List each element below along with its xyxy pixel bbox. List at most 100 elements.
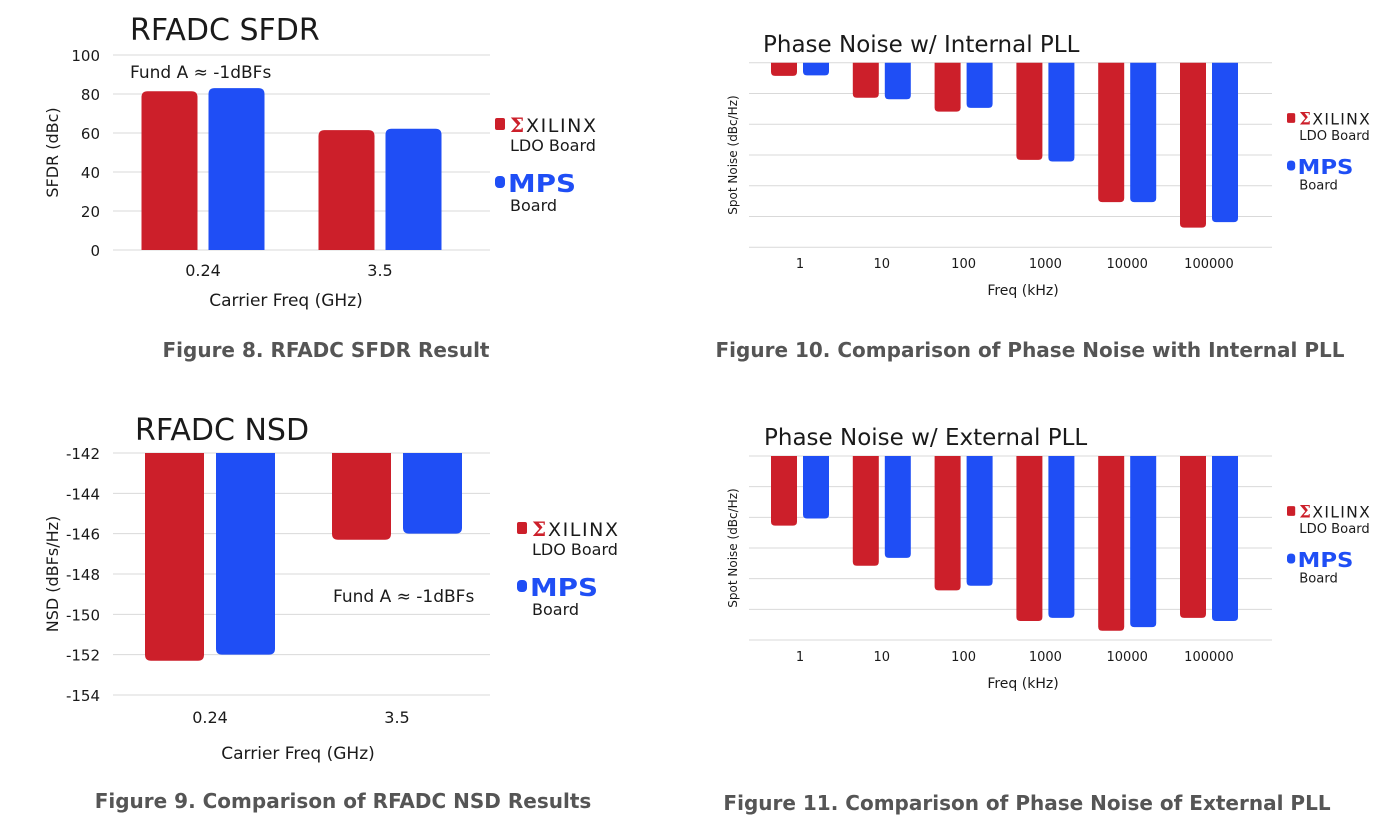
bar-xilinx-100000 — [1180, 456, 1206, 618]
y-axis-label: Spot Noise (dBc/Hz) — [726, 488, 740, 607]
bar-mps-10000 — [1130, 456, 1157, 628]
x-tick-label: 100000 — [1184, 650, 1234, 665]
chart-nsd: -142 -144 -146 -148 -150 -152 -154 0.24 3.5 RFADC… — [43, 413, 618, 813]
xilinx-logo-text: XILINX — [548, 519, 618, 541]
x-tick-label: 1000 — [1029, 650, 1062, 665]
bar-mps-0.24 — [208, 88, 265, 251]
y-tick-label: 0 — [90, 242, 100, 260]
bar-mps-1 — [803, 456, 829, 519]
bar-xilinx-0.24 — [141, 91, 198, 251]
bar-xilinx-1000 — [1016, 456, 1043, 621]
xilinx-logo-text: XILINX — [1312, 111, 1370, 129]
x-tick-label: 1 — [796, 650, 804, 665]
chart-pn-external: 1 10 100 1000 10000 100000 Phase Noise w/ Exte… — [723, 425, 1370, 815]
y-tick-label: -150 — [66, 606, 100, 624]
y-tick-label: 20 — [81, 203, 100, 221]
x-axis-label: Carrier Freq (GHz) — [221, 744, 375, 764]
x-tick-label: 0.24 — [192, 708, 228, 727]
figure-caption: Figure 8. RFADC SFDR Result — [163, 338, 490, 362]
bar-mps-3.5 — [403, 453, 462, 534]
y-tick-label: 60 — [81, 125, 100, 143]
bar-xilinx-100000 — [1180, 62, 1206, 228]
mps-logo: MPS — [1298, 155, 1354, 179]
x-tick-label: 10 — [874, 650, 891, 665]
legend-label-xilinx: LDO Board — [510, 136, 596, 155]
x-tick-label: 3.5 — [367, 261, 392, 280]
x-tick-label: 3.5 — [384, 708, 409, 727]
y-tick-label: -148 — [66, 566, 100, 584]
legend-swatch-mps — [1287, 160, 1296, 171]
bar-mps-3.5 — [385, 128, 442, 250]
bar-xilinx-0.24 — [145, 453, 204, 661]
y-tick-label: 40 — [81, 164, 100, 182]
bar-mps-100 — [966, 62, 993, 108]
y-tick-label: -152 — [66, 647, 100, 665]
figure-caption: Figure 10. Comparison of Phase Noise wit… — [716, 338, 1345, 362]
chart-title: RFADC SFDR — [130, 13, 320, 48]
bar-mps-1000 — [1048, 62, 1075, 162]
x-tick-label: 1 — [796, 257, 804, 272]
legend-label-mps: Board — [1299, 571, 1338, 586]
x-tick-label: 100 — [951, 257, 976, 272]
chart-title: Phase Noise w/ External PLL — [764, 425, 1087, 451]
x-tick-label: 1000 — [1029, 257, 1062, 272]
legend-label-mps: Board — [1299, 178, 1338, 193]
legend-label-mps: Board — [510, 196, 557, 215]
xilinx-logo-text: XILINX — [526, 115, 596, 137]
chart-pn-internal: 1 10 100 1000 10000 100000 Phase Noise w/ Inte… — [716, 32, 1371, 362]
bar-xilinx-10000 — [1098, 62, 1125, 203]
bar-xilinx-100 — [934, 62, 961, 112]
figure-caption: Figure 9. Comparison of RFADC NSD Result… — [95, 789, 592, 813]
chart-title: RFADC NSD — [135, 413, 309, 448]
xilinx-logo-icon: Σ — [1299, 110, 1311, 129]
legend-label-xilinx: LDO Board — [1299, 129, 1369, 144]
bar-mps-1 — [803, 62, 829, 76]
x-axis-label: Freq (kHz) — [987, 283, 1058, 299]
xilinx-logo-icon: Σ — [532, 517, 546, 541]
legend-swatch-xilinx — [495, 118, 505, 130]
bar-mps-0.24 — [216, 453, 275, 655]
annotation: Fund A ≈ -1dBFs — [333, 587, 474, 607]
y-tick-label: -144 — [66, 485, 100, 503]
x-tick-label: 10 — [874, 257, 891, 272]
bar-mps-100000 — [1212, 62, 1238, 223]
annotation: Fund A ≈ -1dBFs — [130, 63, 271, 83]
xilinx-logo-text: XILINX — [1312, 504, 1370, 522]
bar-mps-100000 — [1212, 456, 1238, 621]
y-tick-label: -142 — [66, 445, 100, 463]
y-axis-label: SFDR (dBc) — [43, 107, 62, 197]
y-axis-label: NSD (dBFs/Hz) — [43, 516, 62, 633]
bar-xilinx-1 — [771, 62, 797, 76]
x-axis-label: Carrier Freq (GHz) — [209, 291, 363, 311]
bar-xilinx-100 — [934, 456, 961, 591]
bar-mps-10000 — [1130, 62, 1157, 203]
x-tick-label: 10000 — [1107, 257, 1148, 272]
chart-sfdr: 0 20 40 60 80 100 0.24 3.5 RFADC SFDR Carrier Fre… — [43, 13, 596, 362]
figure-caption: Figure 11. Comparison of Phase Noise of … — [723, 791, 1330, 815]
legend-swatch-xilinx — [1287, 506, 1296, 516]
xilinx-logo-icon: Σ — [510, 113, 524, 137]
y-axis-label: Spot Noise (dBc/Hz) — [726, 95, 740, 214]
bar-mps-10 — [884, 456, 911, 558]
x-tick-label: 0.24 — [185, 261, 221, 280]
mps-logo: MPS — [1298, 548, 1354, 572]
bar-xilinx-3.5 — [332, 453, 391, 540]
bar-mps-1000 — [1048, 456, 1075, 618]
mps-logo: MPS — [508, 169, 576, 198]
x-axis-label: Freq (kHz) — [987, 676, 1058, 692]
xilinx-logo-icon: Σ — [1299, 503, 1311, 522]
bar-mps-100 — [966, 456, 993, 586]
y-tick-label: 80 — [81, 86, 100, 104]
bar-xilinx-10 — [852, 456, 879, 566]
bar-xilinx-1000 — [1016, 62, 1043, 160]
chart-title: Phase Noise w/ Internal PLL — [763, 32, 1080, 58]
y-tick-label: -146 — [66, 526, 100, 544]
legend-swatch-mps — [1287, 553, 1296, 564]
x-tick-label: 10000 — [1107, 650, 1148, 665]
y-tick-label: 100 — [71, 47, 100, 65]
bar-xilinx-3.5 — [318, 130, 375, 250]
bar-xilinx-10 — [852, 62, 879, 98]
